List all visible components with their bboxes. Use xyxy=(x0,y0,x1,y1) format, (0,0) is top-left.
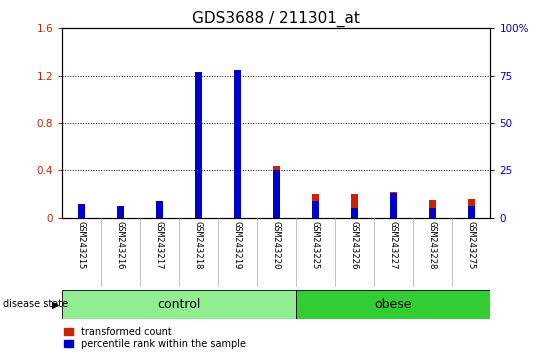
Text: GSM243216: GSM243216 xyxy=(116,221,125,269)
Bar xyxy=(429,208,436,218)
Bar xyxy=(78,205,85,218)
Text: control: control xyxy=(157,298,201,311)
Bar xyxy=(312,201,319,218)
Text: GSM243227: GSM243227 xyxy=(389,221,398,269)
Bar xyxy=(296,290,490,319)
Bar xyxy=(62,290,296,319)
Bar xyxy=(195,72,202,218)
Bar xyxy=(156,206,163,218)
Bar xyxy=(351,208,358,218)
Bar xyxy=(390,193,397,218)
Bar xyxy=(234,70,241,218)
Legend: transformed count, percentile rank within the sample: transformed count, percentile rank withi… xyxy=(64,327,246,349)
Text: disease state: disease state xyxy=(3,299,68,309)
Bar xyxy=(467,199,474,218)
Bar xyxy=(467,206,474,218)
Bar xyxy=(351,194,358,218)
Text: GSM243215: GSM243215 xyxy=(77,221,86,269)
Bar xyxy=(429,200,436,218)
Text: obese: obese xyxy=(375,298,412,311)
Bar xyxy=(234,71,241,218)
Bar xyxy=(195,79,202,218)
Text: ▶: ▶ xyxy=(52,299,60,309)
Text: GSM243217: GSM243217 xyxy=(155,221,164,269)
Text: GSM243228: GSM243228 xyxy=(427,221,437,269)
Bar xyxy=(117,207,124,218)
Bar xyxy=(78,208,85,218)
Bar xyxy=(390,192,397,218)
Text: GSM243226: GSM243226 xyxy=(350,221,358,269)
Text: GSM243219: GSM243219 xyxy=(233,221,242,269)
Text: GSM243275: GSM243275 xyxy=(467,221,475,269)
Text: GSM243225: GSM243225 xyxy=(310,221,320,269)
Bar xyxy=(117,206,124,218)
Bar xyxy=(273,166,280,218)
Title: GDS3688 / 211301_at: GDS3688 / 211301_at xyxy=(192,11,360,27)
Text: GSM243220: GSM243220 xyxy=(272,221,281,269)
Bar xyxy=(312,194,319,218)
Bar xyxy=(156,201,163,218)
Text: GSM243218: GSM243218 xyxy=(194,221,203,269)
Bar xyxy=(273,170,280,218)
